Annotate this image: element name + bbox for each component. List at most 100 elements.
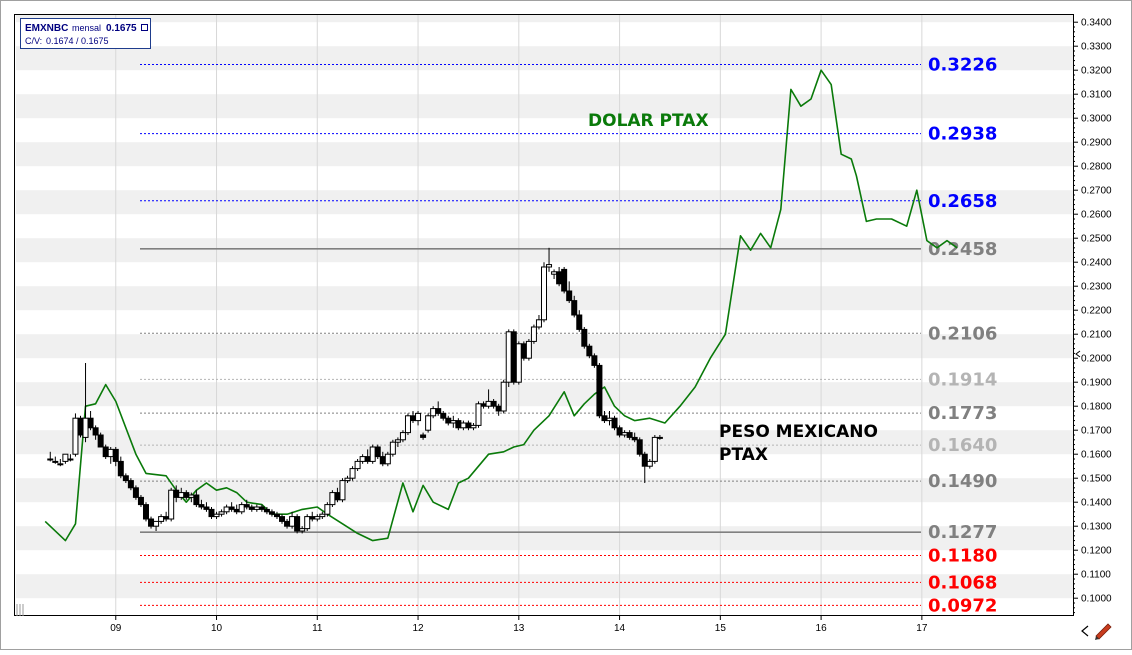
candle[interactable] <box>616 425 623 438</box>
candle[interactable] <box>490 399 497 409</box>
candle[interactable] <box>72 413 79 457</box>
candle[interactable] <box>258 504 265 512</box>
candle[interactable] <box>369 444 376 464</box>
candle[interactable] <box>576 310 583 332</box>
candle[interactable] <box>571 295 578 318</box>
candle[interactable] <box>294 514 301 534</box>
candle[interactable] <box>57 459 64 467</box>
candle[interactable] <box>203 502 210 512</box>
candle-body <box>127 480 134 489</box>
candle[interactable] <box>561 267 568 294</box>
candle[interactable] <box>319 511 326 519</box>
candle[interactable] <box>127 478 134 491</box>
candle[interactable] <box>168 487 175 522</box>
candle[interactable] <box>304 514 311 531</box>
candle[interactable] <box>263 507 270 515</box>
candle[interactable] <box>198 499 205 510</box>
candle[interactable] <box>399 430 406 443</box>
candle[interactable] <box>268 509 275 517</box>
candle[interactable] <box>530 324 537 344</box>
candle[interactable] <box>374 444 381 459</box>
candle[interactable] <box>87 411 94 431</box>
candle[interactable] <box>102 444 109 459</box>
candle[interactable] <box>631 432 638 443</box>
candle[interactable] <box>213 511 220 519</box>
candle-body <box>324 504 331 515</box>
scroll-left-icon[interactable] <box>1081 625 1089 637</box>
legend-toggle-button[interactable] <box>141 24 148 31</box>
candle[interactable] <box>525 339 532 361</box>
candle[interactable] <box>67 454 74 462</box>
candle[interactable] <box>279 514 286 524</box>
candle[interactable] <box>299 526 306 534</box>
candle[interactable] <box>541 262 547 323</box>
legend-box: EMXNBC mensal 0.1675 C/V: 0.1674 / 0.167… <box>20 18 151 49</box>
candle[interactable] <box>218 509 225 517</box>
candle[interactable] <box>415 411 422 426</box>
candle[interactable] <box>651 435 658 464</box>
candle[interactable] <box>142 502 149 522</box>
candle[interactable] <box>440 411 447 421</box>
candle[interactable] <box>591 353 598 368</box>
candle[interactable] <box>273 511 280 519</box>
candle[interactable] <box>314 514 321 522</box>
candle[interactable] <box>500 379 507 414</box>
candle[interactable] <box>132 485 139 500</box>
candle[interactable] <box>656 435 663 440</box>
candle[interactable] <box>77 415 84 438</box>
x-tick-label: 11 <box>312 623 323 634</box>
candle[interactable] <box>97 432 104 448</box>
candle[interactable] <box>546 247 553 272</box>
candle[interactable] <box>238 502 245 515</box>
candle[interactable] <box>641 451 648 483</box>
candle[interactable] <box>112 447 119 467</box>
candle[interactable] <box>52 456 59 464</box>
candle[interactable] <box>566 281 573 303</box>
candle[interactable] <box>475 401 482 428</box>
candle[interactable] <box>581 327 588 349</box>
candle[interactable] <box>520 341 527 361</box>
candle[interactable] <box>339 478 346 503</box>
candle[interactable] <box>349 466 356 481</box>
x-tick-label: 09 <box>110 623 122 634</box>
candle[interactable] <box>117 456 124 479</box>
candle[interactable] <box>596 363 603 419</box>
candle[interactable] <box>92 425 99 440</box>
candle-body <box>450 420 457 424</box>
candle[interactable] <box>243 499 250 510</box>
candle[interactable] <box>384 451 391 467</box>
candle[interactable] <box>324 502 331 517</box>
candle[interactable] <box>586 343 593 359</box>
pencil-tool-icon[interactable] <box>1095 623 1112 640</box>
candle[interactable] <box>535 315 542 330</box>
candle[interactable] <box>515 341 522 385</box>
candle[interactable] <box>611 415 618 431</box>
candle-body <box>132 487 139 498</box>
candle[interactable] <box>208 507 215 519</box>
candle[interactable] <box>329 490 336 507</box>
candle[interactable] <box>137 495 144 507</box>
candle[interactable] <box>425 413 432 433</box>
candle[interactable] <box>510 329 517 385</box>
candle[interactable] <box>435 401 442 416</box>
candle[interactable] <box>505 329 512 387</box>
dolar-ptax-line[interactable] <box>44 69 958 542</box>
candle-body <box>641 453 648 467</box>
candle[interactable] <box>636 437 643 457</box>
resize-grip-icon[interactable] <box>16 604 24 616</box>
candle[interactable] <box>344 475 351 483</box>
candle[interactable] <box>193 490 200 507</box>
candle[interactable] <box>228 502 235 512</box>
candle[interactable] <box>389 439 396 457</box>
candle[interactable] <box>470 423 477 431</box>
candle[interactable] <box>122 473 129 483</box>
candle[interactable] <box>354 459 361 471</box>
candle[interactable] <box>404 413 411 435</box>
candle[interactable] <box>626 430 633 440</box>
candle[interactable] <box>646 459 653 469</box>
candle[interactable] <box>153 520 160 531</box>
candle[interactable] <box>420 432 427 440</box>
candle[interactable] <box>394 437 401 447</box>
candle[interactable] <box>62 453 69 464</box>
candle[interactable] <box>47 451 54 462</box>
